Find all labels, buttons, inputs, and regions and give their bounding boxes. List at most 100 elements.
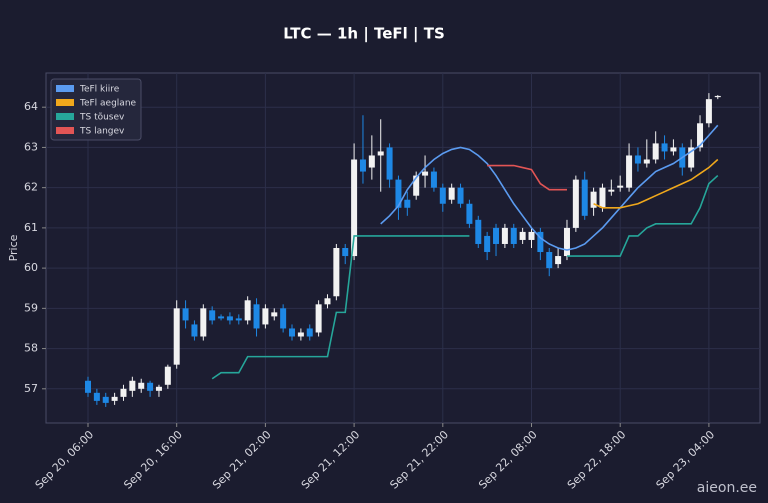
legend-box [50, 78, 142, 141]
candle-body [120, 388, 127, 397]
legend-swatch [56, 113, 74, 120]
y-axis-label: Price [7, 234, 20, 261]
plot-area [45, 72, 761, 424]
candle-body [200, 308, 207, 337]
candle-body [572, 179, 579, 228]
indicator-line [487, 164, 567, 191]
candle-body [581, 179, 588, 216]
candle-body [209, 310, 216, 321]
candle-body [697, 123, 704, 148]
candle-body [643, 159, 650, 164]
watermark: aieon.ee [697, 480, 757, 496]
candle-body [333, 248, 340, 297]
candle-body [617, 185, 624, 188]
candle-body [351, 159, 358, 257]
candle-body [670, 147, 677, 152]
candle-body [386, 147, 393, 180]
y-tick-label: 62 [24, 181, 38, 194]
chart-title: LTC — 1h | TeFl | TS [283, 25, 445, 44]
candle-body [85, 380, 91, 393]
legend-label: TeFl aeglane [79, 99, 137, 109]
y-tick-label: 64 [24, 100, 38, 113]
candle-body [280, 308, 287, 329]
candle-body [546, 252, 553, 269]
candle-body [626, 155, 633, 188]
candle-body [501, 227, 508, 244]
candle-body [218, 316, 225, 319]
candle-body [537, 231, 544, 253]
y-tick-label: 63 [24, 140, 38, 153]
candle-body [173, 308, 180, 365]
candle-body [368, 155, 375, 168]
candle-body [661, 143, 668, 152]
candle-body [599, 187, 606, 208]
candle-body [235, 318, 242, 321]
candle-body [315, 304, 322, 333]
candle-body [484, 235, 491, 253]
marks [85, 93, 721, 407]
candle-body [306, 328, 313, 337]
candle-body [555, 256, 562, 265]
y-tick-label: 60 [24, 261, 38, 274]
candle-body [93, 392, 100, 401]
candle-body [652, 143, 659, 160]
candle-body [510, 227, 517, 244]
indicator-line [211, 235, 470, 380]
candle-body [324, 298, 331, 305]
candle-body [102, 396, 109, 403]
y-tick-label: 58 [24, 342, 38, 355]
candle-body [111, 396, 118, 401]
candle-body [493, 227, 500, 244]
legend-swatch [56, 85, 74, 92]
y-tick-label: 59 [24, 301, 38, 314]
candle-body [448, 187, 455, 200]
candle-body [457, 187, 464, 204]
candle-body [289, 328, 296, 337]
candle-body [404, 199, 411, 208]
candle-body [182, 308, 189, 321]
y-tick-label: 57 [24, 382, 38, 395]
legend-label: TS tõusev [79, 113, 125, 123]
legend-swatch [56, 99, 74, 106]
candle-body [262, 308, 269, 325]
candle-body [688, 147, 695, 168]
candle-body [342, 248, 349, 257]
candle-body [155, 386, 162, 391]
candle-body [519, 231, 526, 240]
candle-body [634, 155, 641, 164]
candle-body [129, 380, 136, 391]
candle-body [271, 312, 278, 317]
candle-body [430, 171, 437, 188]
candle-body [377, 151, 384, 156]
candle-body [244, 300, 251, 321]
legend-label: TeFl kiire [79, 85, 120, 95]
candle-body [439, 187, 446, 204]
candle-body [413, 175, 420, 196]
candle-body [359, 159, 366, 172]
legend: TeFl kiire TeFl aeglane TS tõusev TS langev [50, 78, 142, 141]
candle-body [395, 179, 402, 208]
candle-body [563, 227, 570, 257]
candle-body [528, 231, 535, 240]
legend-label: TS langev [79, 127, 125, 137]
candle-body [714, 95, 721, 98]
indicator-line [566, 174, 719, 257]
candle-body [475, 219, 482, 244]
candle-body [147, 382, 154, 391]
indicator-line [593, 158, 719, 209]
candle-body [138, 382, 145, 389]
indicator-line [380, 124, 719, 251]
candle-body [164, 366, 171, 385]
y-tick-label: 61 [24, 221, 38, 234]
legend-swatch [56, 127, 74, 134]
candle-body [590, 191, 597, 208]
candle-body [422, 171, 429, 176]
candle-body [705, 99, 712, 124]
candle-body [608, 189, 615, 192]
candle-body [466, 203, 473, 224]
candle-body [253, 304, 260, 329]
candle-body [226, 316, 233, 321]
candle-body [297, 332, 304, 337]
candle-body [191, 324, 198, 337]
